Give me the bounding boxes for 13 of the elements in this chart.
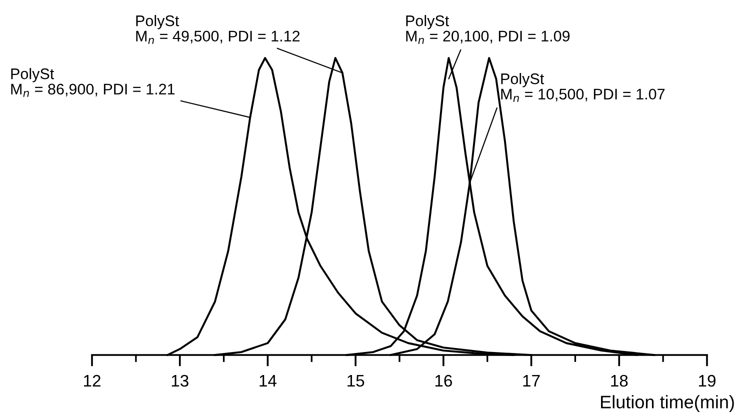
x-tick-label: 13 <box>172 374 188 387</box>
x-tick-label: 17 <box>523 375 540 387</box>
annotation: PolySt M$_{n}$ = 10,500, PDI = 1.07 <box>501 73 665 102</box>
x-tick-label: 12 <box>84 374 100 387</box>
x-tick-label: 15 <box>348 375 364 387</box>
annotation: PolySt M$_{n}$ = 86,900, PDI = 1.21 <box>11 68 175 97</box>
x-tick-label: 16 <box>435 374 452 387</box>
annotation: PolySt M$_{n}$ = 49,500, PDI = 1.12 <box>136 15 300 44</box>
x-tick-label: 19 <box>699 374 716 387</box>
x-tick-label: 18 <box>611 374 628 387</box>
x-tick-label: 14 <box>260 375 276 387</box>
x-axis-title: Elution time(min) <box>601 395 734 412</box>
annotation: PolySt M$_{n}$ = 20,100, PDI = 1.09 <box>406 15 570 44</box>
